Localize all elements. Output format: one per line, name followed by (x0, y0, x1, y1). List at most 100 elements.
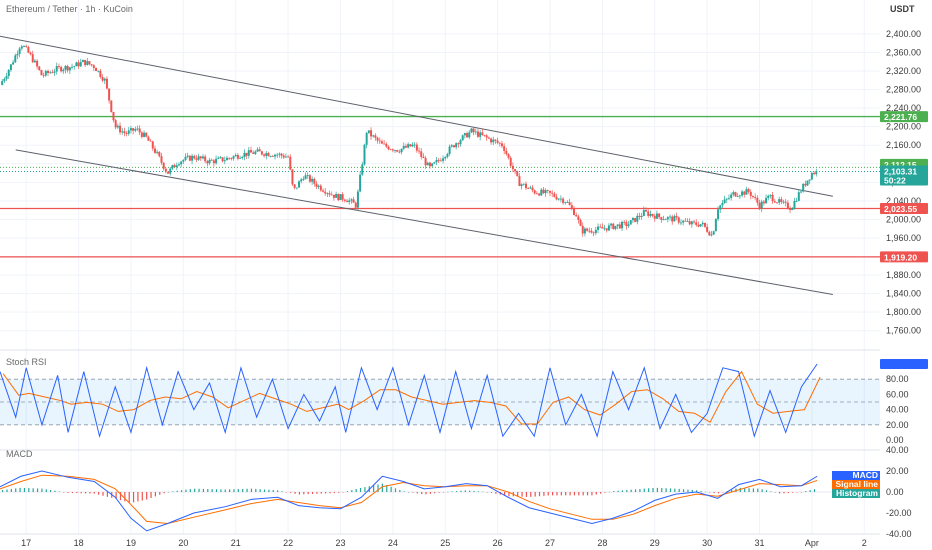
candle[interactable] (782, 199, 785, 205)
candle[interactable] (326, 192, 329, 198)
candle[interactable] (444, 156, 447, 161)
candle[interactable] (767, 194, 770, 201)
candle[interactable] (634, 217, 637, 223)
candle[interactable] (103, 77, 106, 85)
candle[interactable] (339, 194, 342, 201)
candle[interactable] (664, 218, 667, 221)
candle[interactable] (258, 146, 261, 152)
candle[interactable] (795, 197, 798, 203)
candle[interactable] (289, 154, 292, 171)
candle[interactable] (799, 189, 802, 194)
candle[interactable] (92, 64, 95, 71)
candle[interactable] (249, 146, 252, 153)
candle[interactable] (527, 187, 530, 189)
candle[interactable] (640, 212, 643, 220)
candle[interactable] (221, 157, 224, 163)
candle[interactable] (136, 125, 139, 131)
candle[interactable] (110, 100, 113, 113)
candle[interactable] (287, 155, 290, 158)
candle[interactable] (31, 50, 34, 64)
candle[interactable] (322, 188, 325, 193)
candle[interactable] (7, 68, 10, 79)
candle[interactable] (422, 153, 425, 159)
candle[interactable] (623, 219, 626, 226)
candle[interactable] (481, 128, 484, 136)
candle[interactable] (228, 157, 231, 161)
candle[interactable] (385, 142, 388, 148)
candle[interactable] (16, 50, 19, 59)
candle[interactable] (315, 180, 318, 189)
candle[interactable] (503, 143, 506, 155)
candle[interactable] (693, 219, 696, 225)
candle[interactable] (49, 70, 52, 74)
candle[interactable] (727, 194, 730, 200)
candle[interactable] (734, 191, 737, 198)
candle[interactable] (271, 154, 274, 157)
candle[interactable] (280, 152, 283, 159)
candle[interactable] (721, 200, 724, 209)
candle[interactable] (487, 136, 490, 140)
candle[interactable] (618, 221, 621, 230)
candle[interactable] (167, 171, 170, 174)
candle[interactable] (197, 153, 200, 161)
candle[interactable] (426, 161, 429, 166)
candle[interactable] (651, 213, 654, 218)
candle[interactable] (359, 171, 362, 193)
candle[interactable] (679, 219, 682, 226)
candle[interactable] (1, 79, 4, 86)
candle[interactable] (588, 227, 591, 234)
candle[interactable] (712, 230, 715, 235)
candle[interactable] (112, 111, 115, 123)
candle[interactable] (132, 127, 135, 135)
candle[interactable] (147, 135, 150, 141)
candle[interactable] (542, 186, 545, 195)
candle[interactable] (621, 220, 624, 231)
candle[interactable] (374, 133, 377, 141)
candle[interactable] (586, 227, 589, 232)
candle[interactable] (684, 218, 687, 222)
candle[interactable] (479, 130, 482, 141)
candle[interactable] (90, 64, 93, 67)
candle[interactable] (300, 177, 303, 184)
candle[interactable] (725, 197, 728, 204)
candle[interactable] (97, 70, 100, 73)
candle[interactable] (407, 142, 410, 149)
candle[interactable] (642, 206, 645, 217)
candle[interactable] (260, 150, 263, 156)
candle[interactable] (402, 142, 405, 151)
candle[interactable] (365, 131, 368, 149)
candle[interactable] (535, 191, 538, 195)
candle[interactable] (745, 186, 748, 195)
candle[interactable] (514, 168, 517, 175)
candle[interactable] (208, 157, 211, 166)
candle[interactable] (614, 225, 617, 231)
candle[interactable] (278, 152, 281, 158)
candle[interactable] (138, 125, 141, 136)
candle[interactable] (518, 173, 521, 187)
candle[interactable] (579, 218, 582, 227)
candle[interactable] (765, 194, 768, 204)
candle[interactable] (29, 51, 32, 56)
candle[interactable] (522, 183, 525, 186)
candle[interactable] (14, 53, 17, 63)
candle[interactable] (546, 189, 549, 194)
candle[interactable] (450, 143, 453, 148)
candle[interactable] (476, 128, 479, 138)
candle[interactable] (145, 132, 148, 138)
candle[interactable] (433, 161, 436, 164)
candle[interactable] (140, 131, 143, 139)
candle[interactable] (505, 147, 508, 156)
candle[interactable] (308, 174, 311, 184)
candle[interactable] (520, 183, 523, 190)
candle[interactable] (762, 199, 765, 206)
candle[interactable] (225, 155, 228, 161)
candle[interactable] (686, 218, 689, 222)
candle[interactable] (791, 206, 794, 211)
candle[interactable] (73, 65, 76, 70)
candle[interactable] (372, 134, 375, 138)
candle[interactable] (252, 150, 255, 155)
candle[interactable] (232, 155, 235, 161)
candle[interactable] (129, 125, 132, 134)
candle[interactable] (195, 154, 198, 163)
channel-line-upper[interactable] (0, 35, 833, 197)
